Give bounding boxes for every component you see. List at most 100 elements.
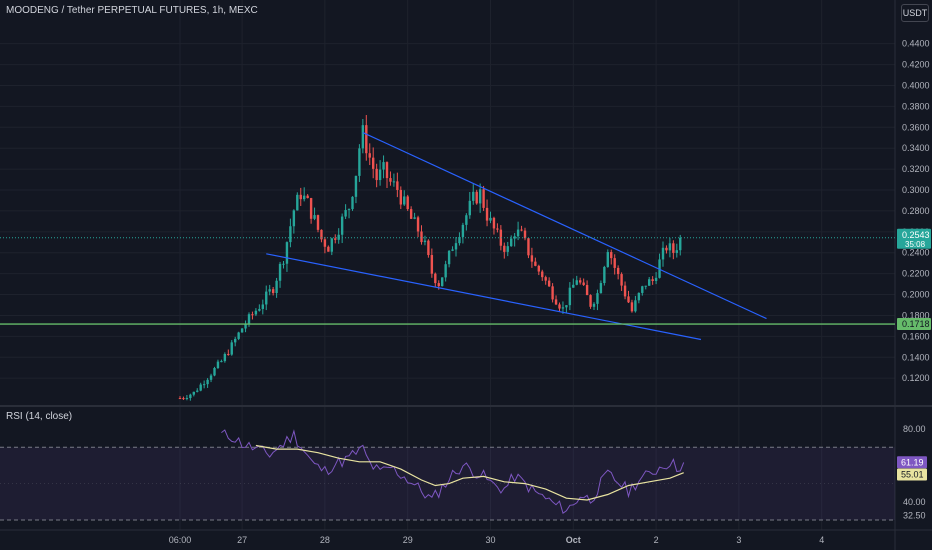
candle-up (596, 293, 599, 304)
candle-up (234, 338, 237, 343)
currency-button[interactable]: USDT (901, 4, 929, 22)
rsi-tick-label: 32.50 (903, 510, 926, 520)
candle-up (575, 280, 578, 285)
time-tick-label: 4 (819, 535, 824, 545)
candle-down (434, 273, 437, 284)
candle-up (202, 384, 206, 386)
candle-down (385, 162, 389, 179)
candle-up (344, 210, 347, 217)
price-tick-label: 0.4200 (902, 60, 930, 70)
price-tick-label: 0.1400 (902, 352, 930, 362)
candle-down (651, 279, 654, 282)
candle-up (465, 215, 468, 225)
time-tick-label: 28 (320, 535, 330, 545)
candle-up (423, 240, 427, 243)
candle-up (441, 277, 444, 287)
price-tick-label: 0.2000 (902, 290, 930, 300)
candle-up (510, 238, 513, 247)
candle-up (658, 259, 661, 278)
price-tick-label: 0.2800 (902, 206, 930, 216)
candle-down (227, 353, 230, 355)
candle-up (230, 342, 233, 355)
price-tick-label: 0.3400 (902, 143, 930, 153)
candle-up (206, 379, 209, 385)
candle-down (499, 229, 503, 246)
candle-down (610, 252, 613, 259)
bar-countdown-label: 35:08 (905, 240, 926, 249)
candle-up (213, 368, 216, 376)
time-tick-label: 27 (237, 535, 247, 545)
candle-down (416, 217, 420, 232)
candle-down (579, 280, 582, 283)
candle-down (409, 209, 413, 219)
candle-down (178, 398, 182, 400)
candle-down (630, 302, 634, 312)
candle-up (244, 324, 247, 329)
candle-down (665, 247, 668, 251)
candle-up (458, 236, 461, 244)
candle-up (192, 391, 195, 395)
time-tick-label: 30 (485, 535, 495, 545)
symbol-title: MOODENG / Tether PERPETUAL FUTURES, 1h, … (6, 5, 258, 16)
candle-up (296, 194, 299, 211)
candle-up (675, 250, 678, 253)
candle-down (613, 258, 616, 268)
candle-up (648, 279, 651, 286)
candle-down (271, 289, 275, 294)
candle-up (223, 353, 227, 362)
candle-down (389, 178, 392, 182)
candle-down (492, 217, 496, 229)
candle-down (520, 229, 523, 231)
candle-down (541, 271, 544, 278)
candle-up (337, 234, 340, 240)
price-tick-label: 0.4400 (902, 39, 930, 49)
support-price-label: 0.1718 (902, 319, 930, 329)
candle-down (323, 239, 327, 247)
price-tick-label: 0.2200 (902, 269, 930, 279)
candle-down (316, 215, 320, 230)
candle-up (472, 191, 475, 201)
candle-up (661, 247, 665, 260)
candle-down (372, 157, 375, 169)
trendline-lower (266, 253, 702, 341)
candle-down (485, 207, 489, 221)
price-tick-label: 0.1600 (902, 331, 930, 341)
candle-up (561, 307, 565, 309)
candle-down (368, 153, 371, 158)
candle-up (644, 285, 647, 287)
candle-down (365, 125, 368, 154)
candle-down (616, 267, 620, 275)
candle-up (265, 291, 268, 305)
candle-up (461, 224, 465, 237)
rsi-tick-label: 80.00 (903, 424, 926, 434)
price-tick-label: 0.3800 (902, 101, 930, 111)
candle-up (237, 332, 240, 339)
time-tick-label: 2 (654, 535, 659, 545)
candle-up (603, 266, 606, 284)
candle-up (447, 250, 451, 265)
candle-down (582, 282, 585, 286)
rsi-ma-value-tag (897, 468, 927, 481)
candle-up (216, 361, 220, 369)
time-tick-label: Oct (566, 535, 581, 545)
candle-down (551, 286, 554, 300)
price-tick-label: 0.3200 (902, 164, 930, 174)
candle-up (358, 148, 361, 176)
candle-up (572, 284, 575, 288)
candle-up (641, 286, 644, 293)
candle-up (285, 242, 289, 264)
candle-down (623, 285, 627, 297)
candle-up (634, 300, 637, 312)
candle-up (340, 216, 344, 235)
candle-up (258, 308, 261, 311)
candle-down (496, 228, 499, 230)
price-tick-label: 0.1200 (902, 373, 930, 383)
candle-up (506, 246, 509, 252)
candle-down (585, 285, 589, 296)
candle-up (392, 181, 396, 183)
candle-down (299, 194, 302, 200)
candle-up (637, 292, 641, 301)
candle-down (334, 238, 337, 240)
candle-up (478, 189, 482, 204)
